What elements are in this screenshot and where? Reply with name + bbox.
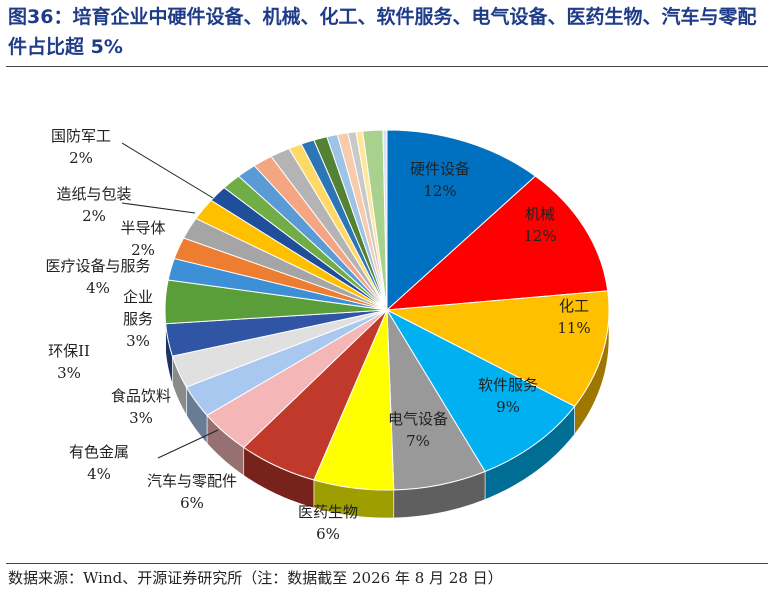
slice-label-value: 2%: [82, 207, 106, 225]
slice-label-name: 医药生物: [297, 503, 359, 521]
slice-label: 食品饮料 3%: [111, 385, 171, 429]
title-divider: [6, 66, 768, 67]
slice-label: 有色金属 4%: [69, 441, 129, 485]
pie-slice-机械: [385, 175, 609, 311]
slice-label-name: 汽车与零配件: [146, 472, 238, 490]
source-divider: [6, 563, 768, 564]
slice-label: 医药生物 6%: [298, 501, 358, 545]
slice-label: 化工 11%: [557, 295, 590, 339]
slice-label-name: 有色金属: [68, 443, 130, 461]
slice-label-value: 3%: [126, 332, 150, 350]
slice-label: 电气设备 7%: [388, 408, 448, 452]
pie-slice-硬件设备: [386, 129, 537, 312]
slice-label: 汽车与零配件 6%: [147, 470, 237, 514]
slice-label: 企业服务 3%: [123, 286, 153, 352]
source-note: 数据来源：Wind、开源证券研究所（注：数据截至 2026 年 8 月 28 日…: [8, 569, 503, 587]
slice-label: 半导体 2%: [120, 217, 165, 261]
slice-label-value: 6%: [180, 494, 204, 512]
slice-label-name: 半导体: [120, 219, 166, 237]
pie-slice: [382, 129, 388, 311]
slice-label-name: 造纸与包装: [56, 185, 132, 203]
slice-label-value: 4%: [87, 465, 111, 483]
slice-label-name: 企业: [122, 288, 154, 306]
slice-label-value: 7%: [406, 432, 430, 450]
slice-label: 医疗设备与服务 4%: [45, 255, 150, 299]
slice-label-value: 12%: [523, 227, 557, 245]
slice-label-name: 国防军工: [50, 127, 112, 145]
pie-slice-化工: [385, 290, 610, 407]
leader-line: [157, 429, 219, 459]
slice-label-name: 服务: [122, 310, 154, 328]
slice-label-value: 3%: [57, 364, 81, 382]
slice-label-name: 机械: [524, 205, 555, 223]
slice-label-name: 化工: [558, 297, 589, 315]
slice-label-name: 软件服务: [477, 376, 539, 394]
slice-label: 软件服务 9%: [478, 374, 538, 418]
slice-label-value: 11%: [557, 319, 591, 337]
chart-title: 图36：培育企业中硬件设备、机械、化工、软件服务、电气设备、医药生物、汽车与零配…: [8, 6, 757, 58]
pie-slice-软件服务: [385, 308, 576, 473]
slice-label-value: 4%: [86, 279, 110, 297]
slice-label: 硬件设备 12%: [410, 158, 470, 202]
slice-label-name: 医疗设备与服务: [45, 257, 151, 275]
slice-label: 环保II 3%: [48, 340, 90, 384]
slice-label-value: 3%: [129, 409, 153, 427]
slice-label: 造纸与包装 2%: [56, 183, 131, 227]
slice-label: 机械 12%: [523, 203, 556, 247]
slice-label: 国防军工 2%: [51, 125, 111, 169]
leader-line: [121, 142, 214, 199]
slice-label-name: 环保II: [48, 342, 90, 360]
slice-label-value: 2%: [69, 149, 93, 167]
slice-label-name: 电气设备: [387, 410, 449, 428]
leader-line: [121, 202, 196, 214]
slice-label-value: 12%: [423, 182, 457, 200]
slice-label-name: 硬件设备: [409, 160, 471, 178]
slice-label-value: 2%: [131, 241, 155, 259]
slice-label-name: 食品饮料: [110, 387, 172, 405]
slice-label-value: 9%: [496, 398, 520, 416]
slice-label-value: 6%: [316, 525, 340, 543]
